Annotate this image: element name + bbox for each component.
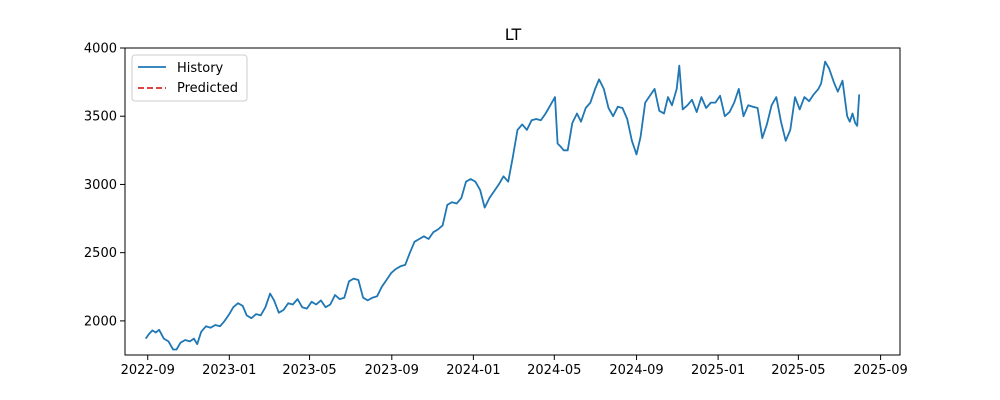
y-tick-label: 4000	[84, 42, 117, 57]
x-tick-label: 2023-01	[202, 363, 256, 378]
legend-label-history: History	[177, 61, 224, 76]
x-tick-label: 2025-01	[691, 363, 745, 378]
chart-title: LT	[505, 25, 522, 44]
x-tick-label: 2024-09	[609, 363, 663, 378]
y-tick-label: 3500	[84, 110, 117, 125]
y-tick-label: 2000	[84, 314, 117, 329]
x-axis: 2022-09 2023-01 2023-05 2023-09 2024-01 2024-…	[121, 355, 908, 378]
x-tick-label: 2022-09	[121, 363, 175, 378]
y-tick-label: 3000	[84, 178, 117, 193]
x-tick-label: 2025-09	[853, 363, 907, 378]
plot-area	[124, 47, 901, 356]
legend: History Predicted	[131, 54, 248, 102]
y-axis: 2000 2500 3000 3500 4000	[84, 42, 125, 329]
legend-label-predicted: Predicted	[177, 81, 238, 96]
y-tick-label: 2500	[84, 246, 117, 261]
x-tick-label: 2023-05	[282, 363, 336, 378]
x-tick-label: 2024-05	[527, 363, 581, 378]
series-layer	[144, 60, 861, 351]
x-tick-label: 2023-09	[365, 363, 419, 378]
x-tick-label: 2025-05	[771, 363, 825, 378]
series-line-history	[144, 60, 861, 351]
x-tick-label: 2024-01	[446, 363, 500, 378]
